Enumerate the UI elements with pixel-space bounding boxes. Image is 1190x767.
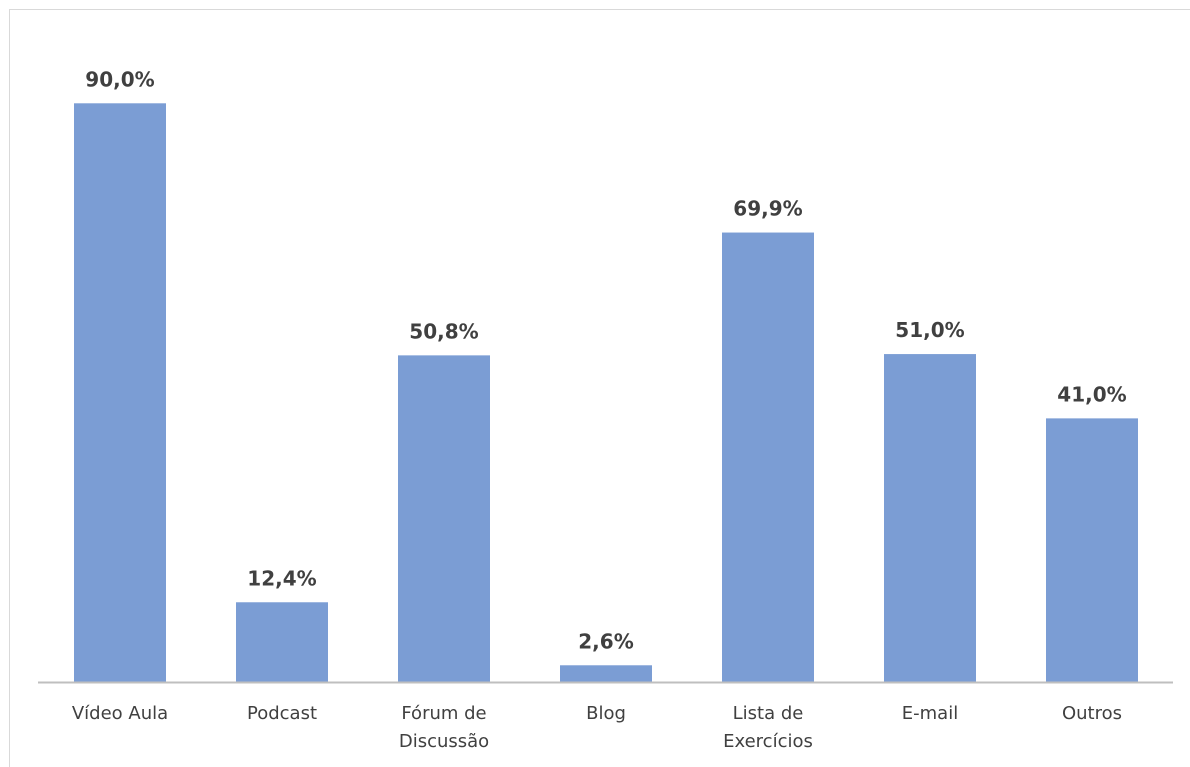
bar: [398, 355, 490, 682]
bar: [74, 103, 166, 683]
value-label: 90,0%: [85, 67, 154, 91]
x-tick-label: Vídeo Aula: [71, 703, 169, 724]
value-label: 2,6%: [578, 629, 633, 653]
value-label: 41,0%: [1057, 382, 1126, 406]
value-label: 50,8%: [409, 319, 478, 343]
value-label: 12,4%: [247, 566, 316, 590]
x-tick-label: Outros: [1061, 703, 1123, 724]
bar: [560, 665, 652, 682]
value-label: 69,9%: [733, 197, 802, 221]
bar: [722, 232, 814, 682]
bar: [236, 602, 328, 682]
x-tick-label: Blog: [586, 703, 626, 724]
value-label: 51,0%: [895, 318, 964, 342]
bar: [884, 354, 976, 682]
chart-border: [9, 9, 1190, 767]
x-tick-label: Podcast: [246, 703, 317, 724]
x-tick-label: Fórum de Discussão: [398, 703, 490, 752]
x-tick-label: E-mail: [901, 703, 959, 724]
x-tick-label: Lista de Exercícios: [723, 703, 813, 752]
bar: [1046, 418, 1138, 682]
